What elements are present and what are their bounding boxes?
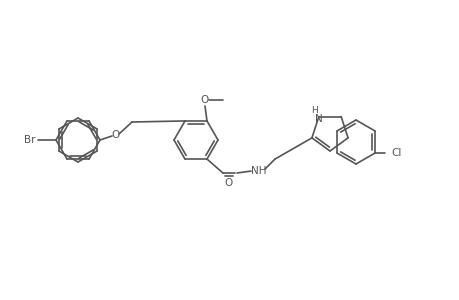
- Text: NH: NH: [251, 166, 266, 176]
- Text: Br: Br: [24, 135, 36, 145]
- Text: H: H: [311, 106, 318, 115]
- Text: N: N: [314, 114, 322, 124]
- Text: Cl: Cl: [391, 148, 401, 158]
- Text: O: O: [224, 178, 233, 188]
- Text: O: O: [201, 95, 209, 105]
- Text: O: O: [112, 130, 120, 140]
